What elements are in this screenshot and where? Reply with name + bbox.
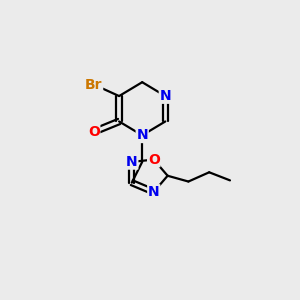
Text: N: N (136, 128, 148, 142)
Text: N: N (148, 185, 160, 199)
Text: N: N (160, 89, 171, 103)
Text: Br: Br (85, 77, 102, 92)
Text: N: N (126, 155, 138, 169)
Text: O: O (148, 153, 160, 166)
Text: O: O (88, 125, 100, 139)
